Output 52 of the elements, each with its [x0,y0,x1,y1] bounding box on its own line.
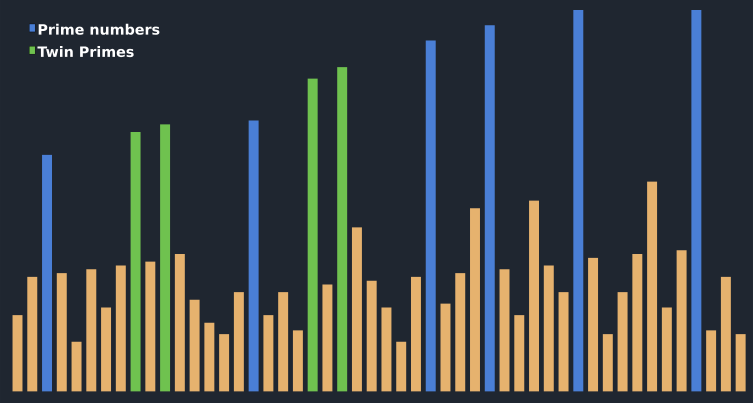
bar [337,67,348,392]
bar [130,132,141,392]
bar [263,314,274,392]
bar [647,181,658,392]
bar [736,334,746,392]
bar [426,40,436,392]
bar [322,284,332,392]
bar [366,280,377,392]
bar [632,254,642,392]
bar [248,120,259,392]
bar [174,254,185,392]
bar [352,227,362,392]
bar [292,330,303,392]
bar [101,307,112,392]
bar [691,10,702,392]
bar [500,269,510,392]
bar [544,265,554,392]
bar [470,208,480,392]
bar [56,272,67,392]
bar [12,314,22,392]
bar [573,10,584,392]
bar [410,276,421,392]
bar [116,265,126,392]
bar [514,314,524,392]
bar [396,342,406,392]
bar [234,292,244,392]
bar [720,276,731,392]
legend-label: Twin Primes [37,46,134,57]
bar [278,292,288,392]
bar [381,307,392,392]
bar [662,307,672,392]
bar [190,300,200,392]
bar [484,25,495,392]
bar [204,322,214,392]
bar [86,269,96,392]
bar [706,330,716,392]
bar [676,250,687,392]
bar [588,258,598,392]
bar [145,262,156,392]
bar [308,78,318,392]
bar [160,124,170,392]
bar [440,303,450,392]
bar [529,200,540,392]
bar [455,272,466,392]
bar [219,334,230,392]
bar [42,154,52,392]
legend-label: Prime numbers [38,24,160,35]
bar [72,342,82,392]
bar [618,292,628,392]
bar [558,292,569,392]
bar [602,334,613,392]
bar [27,276,38,392]
